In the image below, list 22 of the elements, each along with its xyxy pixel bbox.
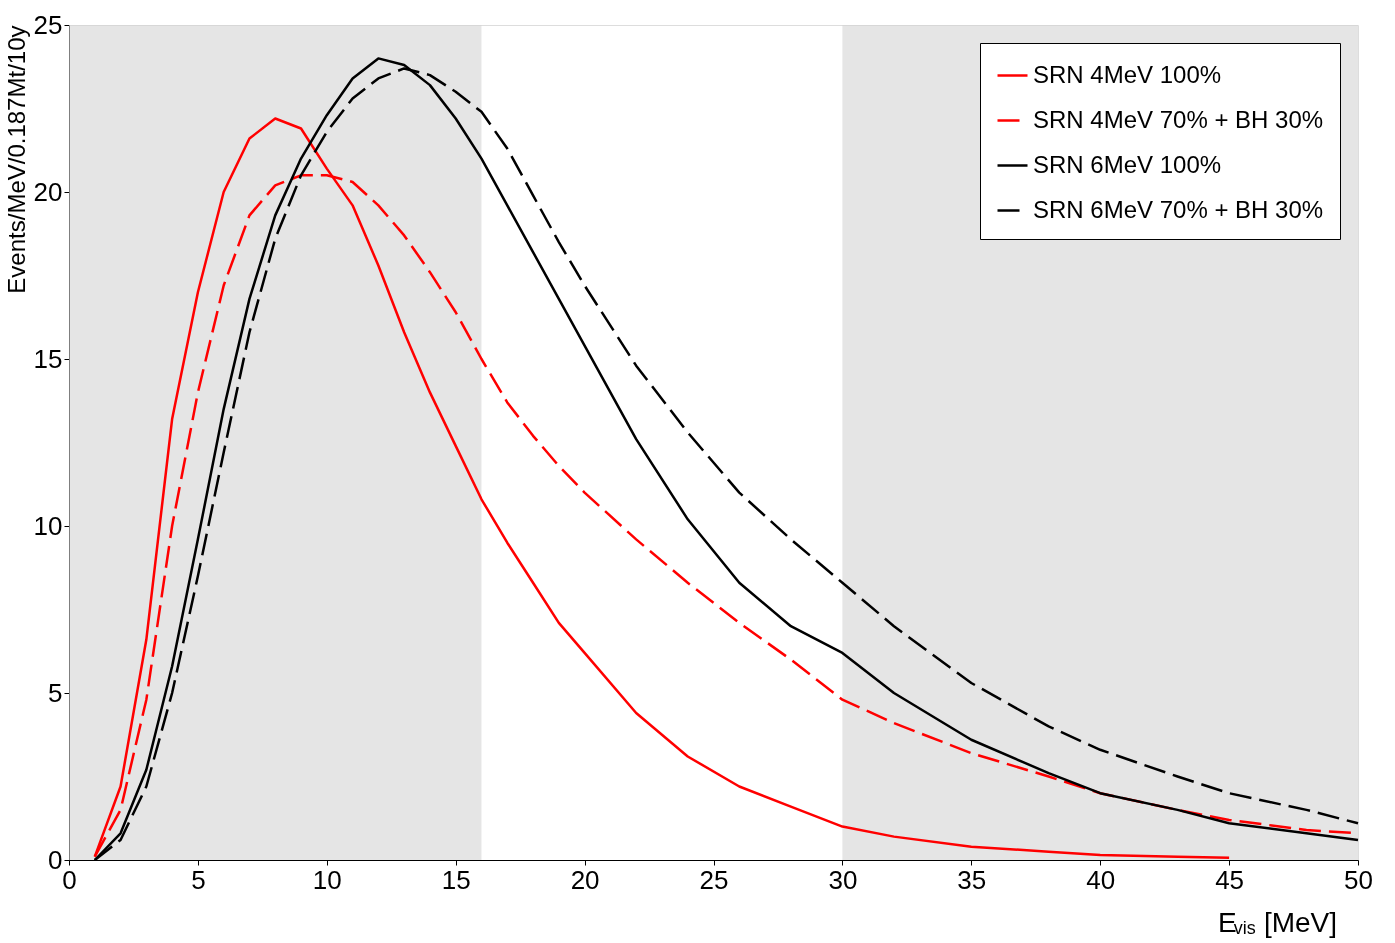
legend-label: SRN 4MeV 100% [1033, 60, 1222, 88]
y-axis-title: Events/MeV/0.187Mt/10y [2, 25, 30, 294]
y-tick-label: 10 [33, 510, 63, 541]
x-tick-label: 45 [1215, 864, 1245, 895]
x-tick-label: 20 [570, 864, 600, 895]
x-tick-label: 50 [1344, 864, 1373, 895]
y-tick-label: 5 [48, 677, 63, 708]
x-tick-label: 10 [312, 864, 342, 895]
x-tick-label: 25 [699, 864, 729, 895]
x-tick-label: 15 [441, 864, 471, 895]
legend-label: SRN 6MeV 100% [1033, 150, 1222, 178]
legend-label: SRN 6MeV 70% + BH 30% [1033, 195, 1324, 223]
y-tick-label: 0 [48, 844, 63, 875]
x-tick-label: 5 [191, 864, 206, 895]
legend-label: SRN 4MeV 70% + BH 30% [1033, 105, 1324, 133]
y-tick-label: 20 [33, 176, 63, 207]
x-axis-title: Evis [MeV] [1218, 907, 1338, 938]
x-tick-label: 30 [828, 864, 858, 895]
x-tick-label: 35 [957, 864, 987, 895]
y-tick-label: 25 [33, 9, 63, 40]
x-tick-label: 40 [1086, 864, 1116, 895]
y-tick-label: 15 [33, 343, 63, 374]
